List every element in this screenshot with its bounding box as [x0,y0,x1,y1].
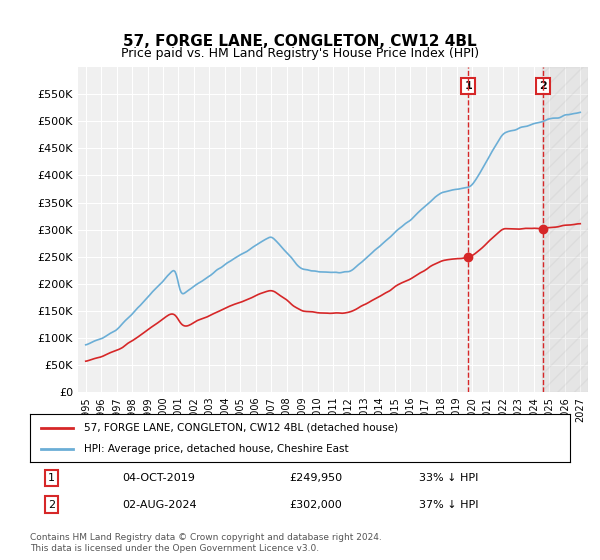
Text: HPI: Average price, detached house, Cheshire East: HPI: Average price, detached house, Ches… [84,444,349,454]
Text: Price paid vs. HM Land Registry's House Price Index (HPI): Price paid vs. HM Land Registry's House … [121,46,479,60]
Text: £249,950: £249,950 [289,473,343,483]
Text: Contains HM Land Registry data © Crown copyright and database right 2024.
This d: Contains HM Land Registry data © Crown c… [30,533,382,553]
Bar [542,67,588,392]
Text: 2: 2 [539,81,547,91]
Text: 37% ↓ HPI: 37% ↓ HPI [419,500,478,510]
Text: 57, FORGE LANE, CONGLETON, CW12 4BL: 57, FORGE LANE, CONGLETON, CW12 4BL [123,35,477,49]
Text: 04-OCT-2019: 04-OCT-2019 [122,473,194,483]
Text: 57, FORGE LANE, CONGLETON, CW12 4BL (detached house): 57, FORGE LANE, CONGLETON, CW12 4BL (det… [84,423,398,433]
Text: 33% ↓ HPI: 33% ↓ HPI [419,473,478,483]
Text: 1: 1 [464,81,472,91]
Text: 02-AUG-2024: 02-AUG-2024 [122,500,196,510]
Text: 2: 2 [48,500,55,510]
Text: £302,000: £302,000 [289,500,342,510]
Text: 1: 1 [48,473,55,483]
